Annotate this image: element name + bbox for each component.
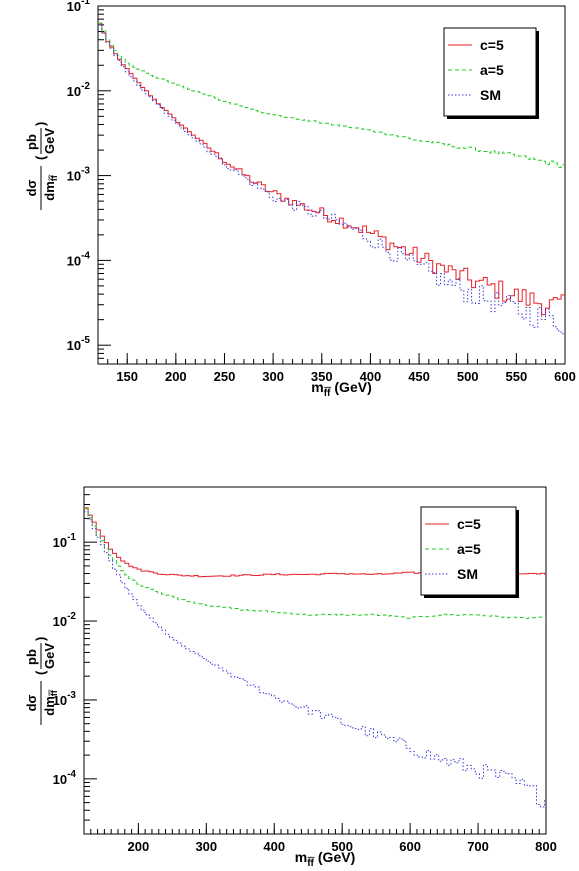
y-tick-exponent: -5	[81, 335, 90, 346]
x-tick-label: 700	[467, 839, 489, 854]
x-label-main: m	[295, 849, 307, 865]
y-tick-exponent: -4	[67, 769, 76, 780]
series-line-SM	[98, 24, 565, 335]
legend-label: c=5	[457, 516, 481, 532]
x-tick-label: 200	[165, 369, 187, 384]
x-tick-label: 250	[214, 369, 236, 384]
y-tick-exponent: -1	[67, 532, 76, 543]
y-label-paren-open: (	[33, 155, 48, 160]
y-tick-base: 10	[53, 693, 67, 708]
x-label-unit: (GeV)	[318, 849, 355, 865]
x-axis-label: mf̃f̃ (GeV)	[295, 849, 355, 869]
y-tick-label: 10-3	[53, 690, 77, 708]
chart-2: 200 300 400 500 600 700 80010-110-210-310-4c=5…	[24, 486, 557, 869]
y-tick-exponent: -3	[81, 166, 90, 177]
y-label-paren-close: )	[33, 637, 48, 641]
legend-label: a=5	[457, 541, 481, 557]
y-label-paren-open: (	[33, 670, 48, 675]
y-label-unit-den: GeV	[42, 643, 57, 669]
y-label-unit-num: pb	[24, 649, 39, 665]
y-tick-exponent: -2	[81, 81, 90, 92]
x-label-sub: f̃f̃	[324, 386, 331, 399]
legend-label: SM	[480, 87, 501, 103]
y-tick-base: 10	[67, 0, 81, 14]
x-tick-label: 400	[360, 369, 382, 384]
y-tick-label: 10-3	[67, 166, 91, 184]
y-label-paren-close: )	[33, 122, 48, 126]
legend-label: a=5	[480, 62, 504, 78]
y-axis-label: dσ dmf̃f̃ ( pb GeV)	[24, 122, 59, 210]
series-line-c5	[98, 22, 565, 316]
x-tick-label: 200	[128, 839, 150, 854]
legend-box	[420, 506, 517, 596]
y-label-num: dσ	[24, 179, 39, 196]
y-label-den: dmf̃f̃	[42, 174, 59, 201]
chart-1: 150 200 250 300 350 400 450 500 550 60010-110-210…	[24, 0, 576, 399]
legend-label: SM	[457, 566, 478, 582]
x-tick-label: 600	[399, 839, 421, 854]
x-tick-label: 150	[116, 369, 138, 384]
y-label-unit-num: pb	[24, 134, 39, 150]
y-label-unit-den: GeV	[42, 128, 57, 154]
x-tick-label: 300	[195, 839, 217, 854]
legend-box	[443, 27, 537, 117]
y-tick-base: 10	[67, 338, 81, 353]
y-tick-base: 10	[53, 614, 67, 629]
y-tick-exponent: -2	[67, 611, 76, 622]
x-label-unit: (GeV)	[334, 379, 371, 395]
y-tick-base: 10	[67, 253, 81, 268]
y-tick-label: 10-1	[53, 532, 77, 550]
y-tick-exponent: -3	[67, 690, 76, 701]
x-tick-label: 500	[457, 369, 479, 384]
y-tick-label: 10-4	[53, 769, 77, 787]
y-label-num: dσ	[24, 694, 39, 711]
x-tick-label: 500	[331, 839, 353, 854]
y-tick-label: 10-4	[67, 250, 91, 268]
legend-label: c=5	[480, 37, 504, 53]
y-tick-base: 10	[67, 84, 81, 99]
y-tick-exponent: -1	[81, 0, 90, 7]
x-tick-label: 450	[408, 369, 430, 384]
x-axis-label: mf̃f̃ (GeV)	[311, 379, 371, 399]
x-label-sub: f̃f̃	[307, 856, 314, 869]
y-tick-base: 10	[53, 772, 67, 787]
y-tick-exponent: -4	[81, 250, 90, 261]
x-tick-label: 400	[263, 839, 285, 854]
y-tick-label: 10-5	[67, 335, 91, 353]
series-line-a5	[84, 508, 546, 619]
x-tick-label: 550	[506, 369, 528, 384]
y-axis-label: dσ dmf̃f̃ ( pb GeV)	[24, 637, 59, 725]
series-line-SM	[84, 511, 546, 808]
y-tick-label: 10-2	[67, 81, 91, 99]
x-tick-label: 350	[311, 369, 333, 384]
y-tick-label: 10-1	[67, 0, 91, 14]
x-label-main: m	[311, 379, 323, 395]
series-line-a5	[98, 22, 565, 168]
x-tick-label: 600	[554, 369, 576, 384]
y-label-den: dmf̃f̃	[42, 689, 59, 716]
y-tick-base: 10	[67, 169, 81, 184]
x-tick-label: 300	[262, 369, 284, 384]
y-tick-base: 10	[53, 535, 67, 550]
y-tick-label: 10-2	[53, 611, 77, 629]
x-tick-label: 800	[535, 839, 557, 854]
